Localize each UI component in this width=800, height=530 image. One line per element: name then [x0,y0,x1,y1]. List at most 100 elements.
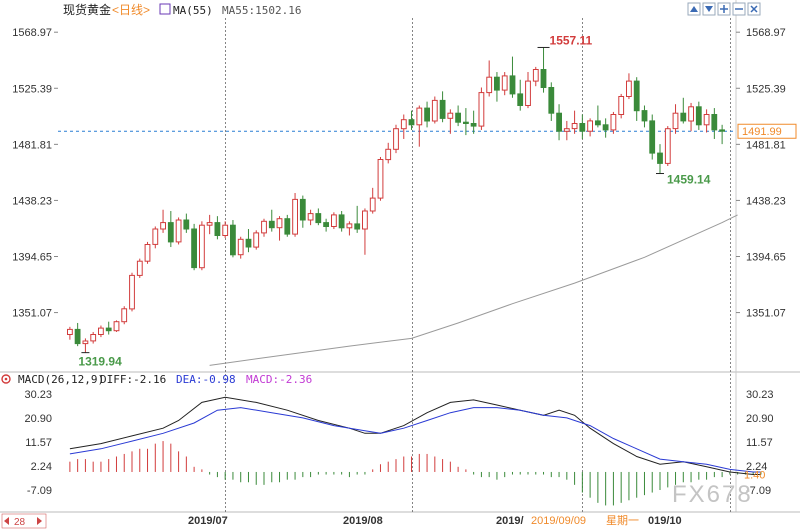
candle-body [525,80,531,106]
down-arrow-icon[interactable] [702,2,716,16]
candle [292,193,299,237]
candle [633,77,640,121]
candle [556,104,563,141]
macd-last-value: 1.40 [744,469,765,481]
x-tick-label: 2019/ [496,515,524,527]
up-arrow-icon[interactable] [687,2,701,16]
zoom-in-icon[interactable] [717,2,731,16]
candle [532,66,539,87]
candle [191,223,197,271]
candle-body [67,328,73,335]
macd-y-tick-right: 20.90 [746,413,774,425]
candle-body [408,119,415,126]
macd-y-tick-right: -7.09 [746,485,771,497]
y-tick-label-right: 1568.97 [746,27,786,39]
candle [509,56,516,98]
candle-body [548,87,555,114]
candle [447,109,454,134]
candle [393,124,399,154]
candle [261,218,267,237]
candle-body [362,210,368,230]
macd-y-tick-right: 30.23 [746,389,774,401]
candle-body [199,224,205,269]
scale-marker-text: 28 [14,517,26,528]
candle-body [144,244,151,262]
candle [680,97,687,124]
candle-body [579,123,586,132]
candle-body [237,238,244,256]
candle-body [657,152,663,164]
macd-y-tick-right: 2.24 [746,461,767,473]
macd-y-tick-left: -7.09 [27,485,52,497]
candle [276,216,283,241]
candle [470,110,477,134]
ma-legend-swatch [159,3,171,15]
candle [571,110,578,134]
candle-body [214,222,221,237]
period-label[interactable]: <日线> [112,3,150,17]
candle [424,101,431,128]
candle [517,79,524,111]
ma55-layer [209,214,738,366]
candle-body [688,106,695,122]
macd-gear-icon[interactable] [1,374,11,384]
candle-body [346,223,353,229]
close-icon[interactable] [747,2,761,16]
candle [113,320,120,332]
candle-body [517,93,524,107]
y-tick-label-right: 1525.39 [746,83,786,95]
candle-body [540,69,547,88]
candle [160,209,166,233]
candle [431,96,438,124]
candle-body [261,220,267,234]
candle [214,216,221,240]
watermark: FX678 [672,481,753,508]
candle [299,195,306,228]
candle-body [129,274,135,310]
candle-body [183,219,190,230]
zoom-out-icon[interactable] [732,2,746,16]
candle [400,114,407,139]
candle [323,218,330,232]
candle-body [626,80,632,97]
candle [152,226,159,249]
candle [649,114,656,160]
candle [703,109,710,133]
candle [525,72,531,109]
candle-body [649,120,656,154]
candle-body [377,159,384,199]
macd-y-tick-left: 11.57 [25,437,52,449]
candle [626,73,632,100]
candle-body [338,214,345,229]
candle-body [618,96,625,115]
candle [439,91,446,123]
candle [695,101,702,130]
y-tick-label-left: 1568.97 [12,27,52,39]
candle-body [206,222,213,226]
candle-body [323,222,330,228]
macd-y-tick-left: 20.90 [24,413,52,425]
candle-body [695,106,702,126]
candles-layer[interactable] [67,47,726,353]
candle-body [393,128,399,150]
ma55-line [209,214,738,366]
candle [121,306,128,325]
candle [385,142,392,164]
macd-y-tick-right: 11.57 [746,437,773,449]
candle [672,104,679,134]
candle [245,229,252,253]
diff-line [69,396,761,475]
candle [67,326,73,340]
candle-body [82,340,89,345]
candle-body [641,110,648,122]
macd-value-label: MACD:-2.36 [246,373,312,386]
candle [408,110,415,130]
candle-body [494,76,500,91]
candle [563,120,570,141]
candle-body [222,224,229,236]
candle-body [299,198,306,221]
candle-body [191,228,197,269]
candle [587,118,594,137]
candle [183,213,190,233]
